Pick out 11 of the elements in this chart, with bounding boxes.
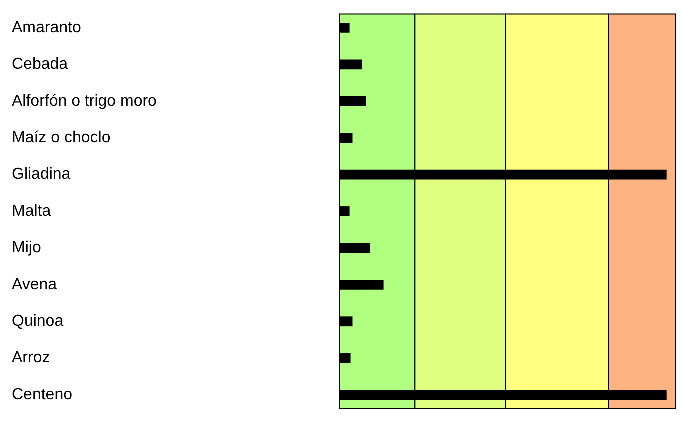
y-tick-label: Alforfón o trigo moro [12, 92, 158, 110]
y-tick-label: Maíz o choclo [12, 129, 111, 146]
y-tick-label: Gliadina [12, 166, 71, 184]
y-tick-label: Quinoa [12, 313, 64, 330]
y-tick-label: Amaranto [12, 19, 82, 36]
y-tick-label: Malta [12, 202, 52, 220]
y-tick-label: Cebada [12, 56, 68, 74]
y-tick-label: Mijo [12, 240, 42, 257]
y-tick-label: Arroz [12, 350, 50, 367]
y-tick-label: Centeno [12, 386, 73, 404]
y-tick-label: Avena [12, 276, 58, 294]
